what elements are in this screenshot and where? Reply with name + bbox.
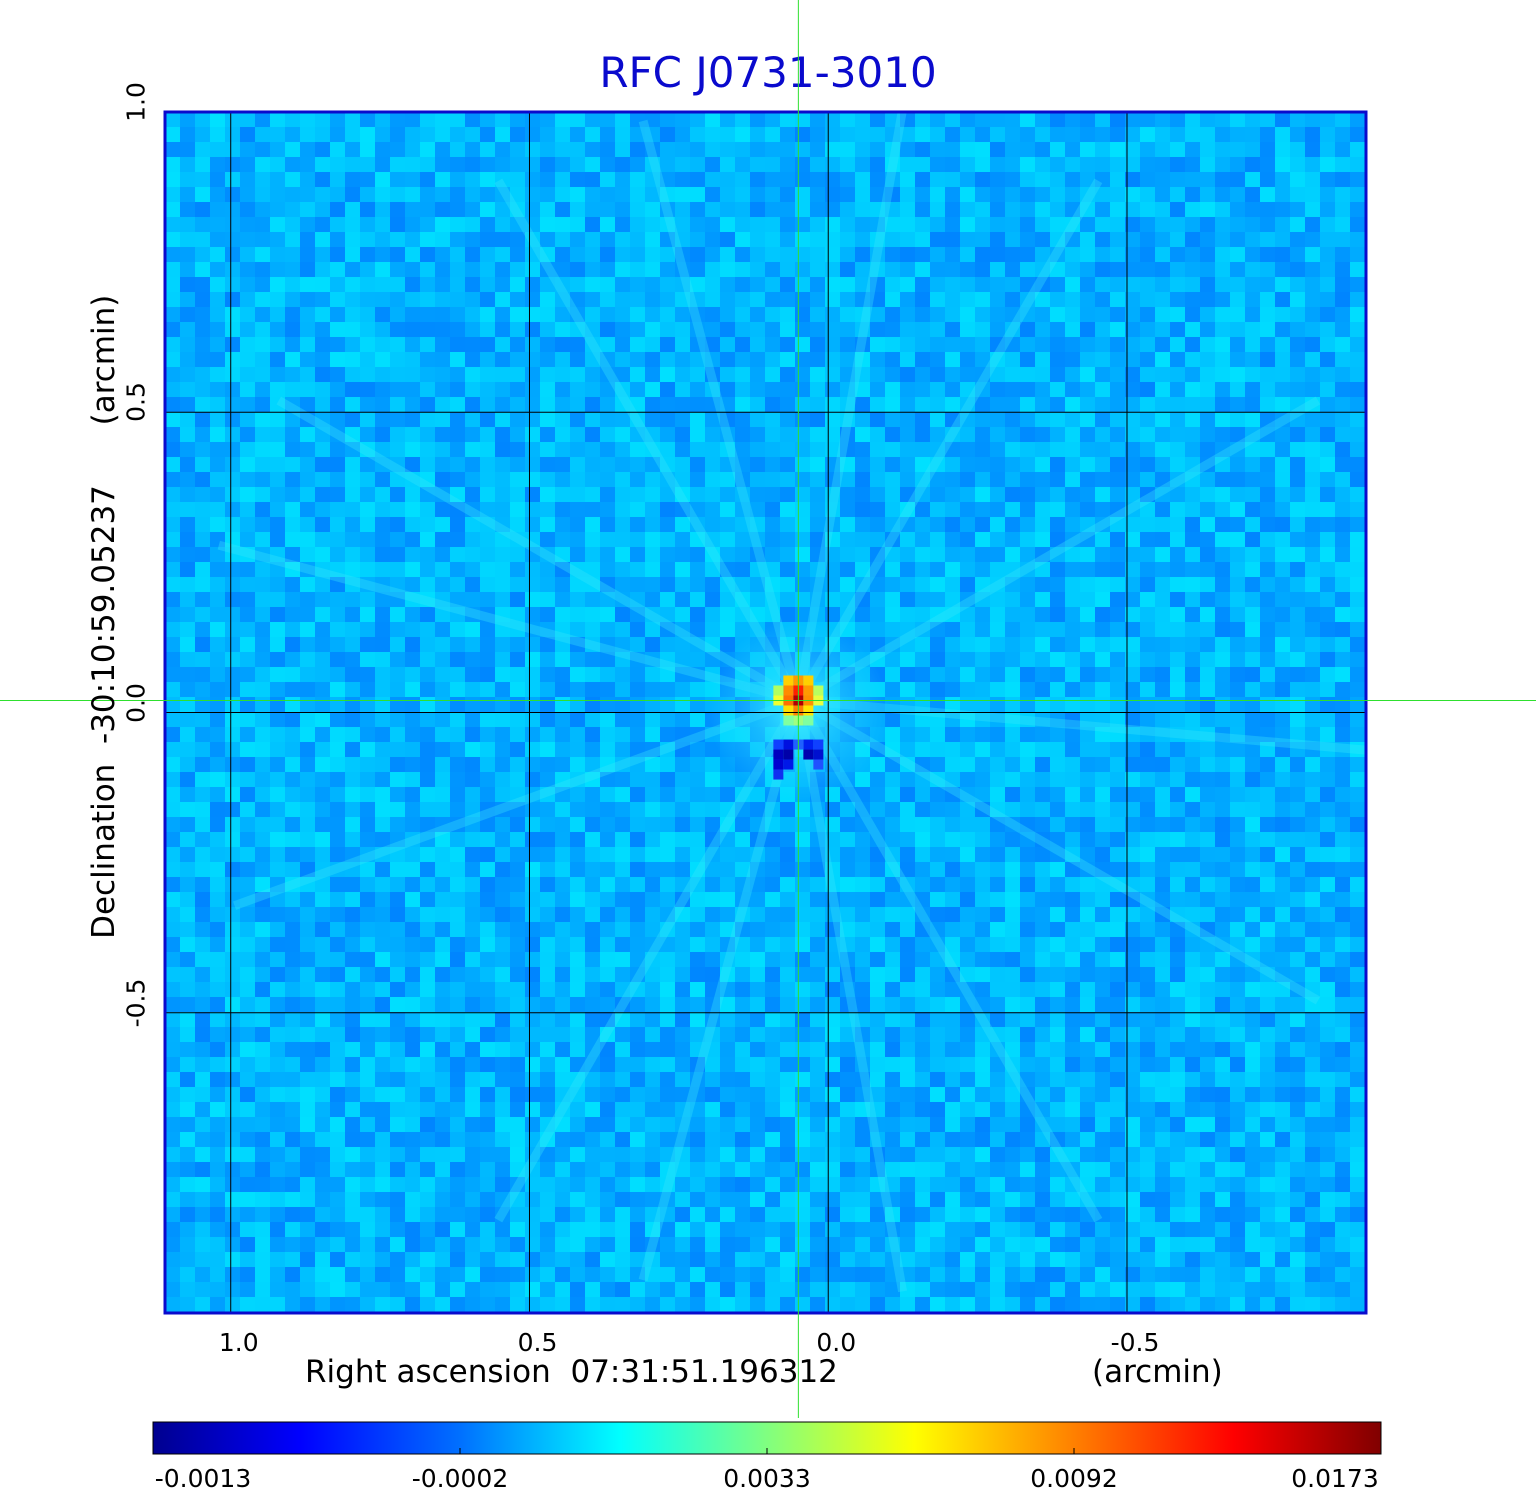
heatmap-noise: [165, 112, 1366, 1313]
x-axis-unit: (arcmin): [1092, 1354, 1223, 1390]
colorbar-tick-label: -0.0013: [154, 1464, 252, 1493]
y-tick-label: 0.5: [121, 382, 151, 423]
x-axis-label: Right ascension 07:31:51.196312: [305, 1354, 838, 1390]
x-tick-label: 0.0: [816, 1328, 857, 1357]
y-tick-label: -0.5: [121, 978, 151, 1028]
y-axis-label: Declination -30:10:59.05237: [86, 485, 122, 939]
plot-frame: [163, 110, 1368, 1315]
colorbar-tick-label: 0.0033: [723, 1464, 811, 1493]
colorbar-ticks: [152, 1448, 1382, 1454]
colorbar-tick-label: 0.0173: [1291, 1464, 1379, 1493]
y-tick-label: 0.0: [121, 682, 151, 723]
heatmap-image: [165, 112, 1366, 1313]
colorbar-tick-label: 0.0092: [1030, 1464, 1118, 1493]
x-tick-label: 0.5: [517, 1328, 558, 1357]
colorbar-tick-label: -0.0002: [411, 1464, 509, 1493]
x-tick-label: -0.5: [1110, 1328, 1160, 1357]
grid-lines: [165, 111, 1366, 1313]
crosshair: [0, 0, 1536, 1418]
y-tick-label: 1.0: [121, 82, 151, 122]
sidelobe-streaks: [217, 112, 1366, 1293]
x-tick-label: 1.0: [218, 1328, 259, 1357]
y-axis-unit: (arcmin): [86, 294, 122, 426]
chart-title: RFC J0731-3010: [599, 48, 937, 97]
